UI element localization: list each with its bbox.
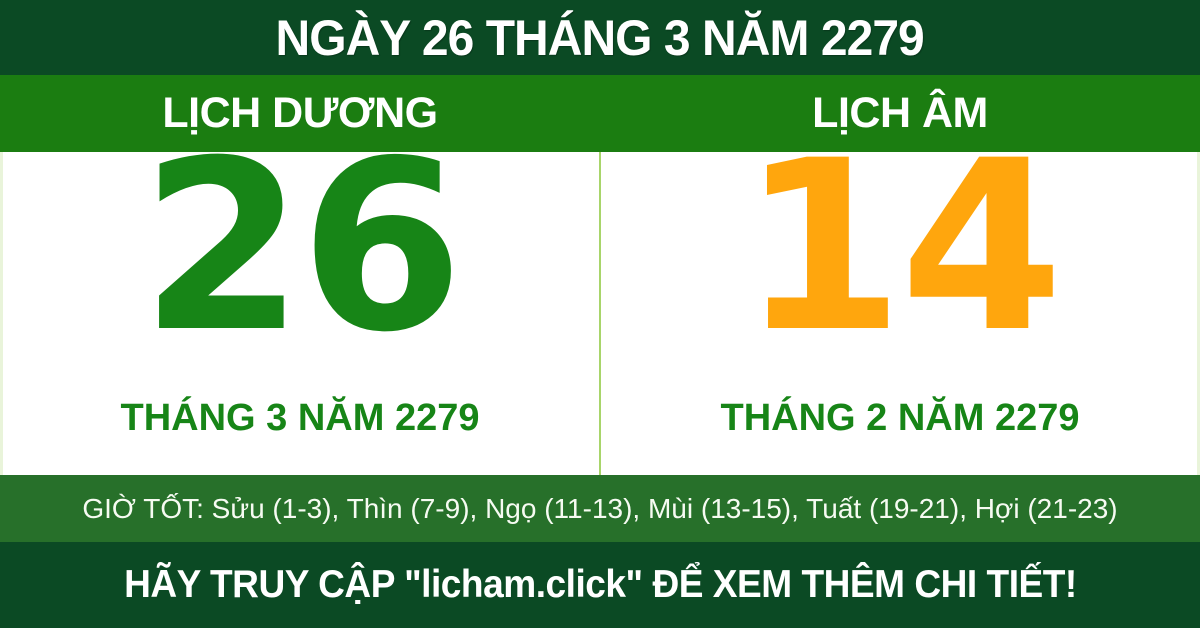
calendar-panels: 26 THÁNG 3 NĂM 2279 14 THÁNG 2 NĂM 2279 <box>0 152 1200 475</box>
panel-divider <box>599 152 601 475</box>
calendar-labels-band: LỊCH DƯƠNG LỊCH ÂM <box>0 75 1200 152</box>
solar-label-cell: LỊCH DƯƠNG <box>0 75 600 152</box>
solar-calendar-label: LỊCH DƯƠNG <box>162 89 438 137</box>
footer-band: HÃY TRUY CẬP "licham.click" ĐỂ XEM THÊM … <box>0 542 1200 628</box>
date-header-band: NGÀY 26 THÁNG 3 NĂM 2279 <box>0 0 1200 75</box>
solar-month-year: THÁNG 3 NĂM 2279 <box>120 397 480 439</box>
lunar-day-number: 14 <box>740 152 1063 384</box>
good-hours-text: GIỜ TỐT: Sửu (1-3), Thìn (7-9), Ngọ (11-… <box>82 492 1118 524</box>
page-title: NGÀY 26 THÁNG 3 NĂM 2279 <box>275 9 925 66</box>
lunar-panel: 14 THÁNG 2 NĂM 2279 <box>600 152 1200 475</box>
solar-day-number: 26 <box>140 152 463 384</box>
lunar-label-cell: LỊCH ÂM <box>600 75 1200 152</box>
solar-panel: 26 THÁNG 3 NĂM 2279 <box>0 152 600 475</box>
lunar-month-year: THÁNG 2 NĂM 2279 <box>720 397 1080 439</box>
footer-cta-text: HÃY TRUY CẬP "licham.click" ĐỂ XEM THÊM … <box>123 563 1077 606</box>
good-hours-band: GIỜ TỐT: Sửu (1-3), Thìn (7-9), Ngọ (11-… <box>0 475 1200 542</box>
lunar-calendar-label: LỊCH ÂM <box>812 89 988 137</box>
